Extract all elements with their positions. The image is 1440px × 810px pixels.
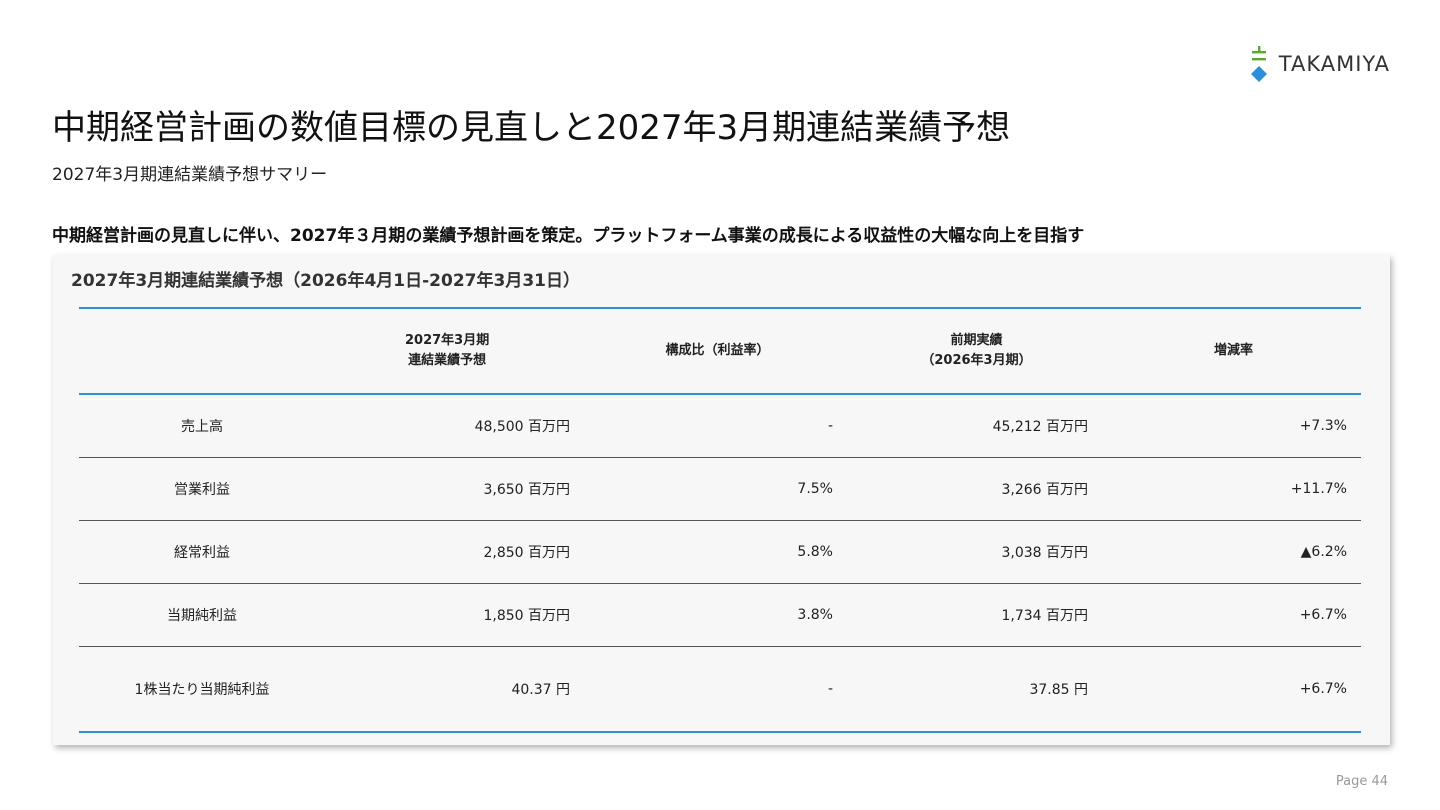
table-row: 売上高 48,500 百万円 - 45,212 百万円 +7.3%	[79, 394, 1361, 457]
header-forecast-line1: 2027年3月期	[405, 333, 490, 348]
header-ratio-label: 構成比（利益率）	[665, 343, 770, 358]
row-ratio: 7.5%	[797, 480, 833, 497]
row-label: 1株当たり当期純利益	[134, 681, 270, 698]
row-previous: 37.85 円	[1029, 681, 1088, 698]
row-ratio: -	[827, 417, 833, 434]
header-previous-line1: 前期実績	[950, 333, 1003, 348]
table-header-row: 2027年3月期 連結業績予想 構成比（利益率） 前期実績 （2026年3月期）…	[79, 308, 1361, 394]
header-label-column	[79, 308, 324, 394]
table-row: 営業利益 3,650 百万円 7.5% 3,266 百万円 +11.7%	[79, 457, 1361, 520]
header-change: 増減率	[1106, 308, 1361, 394]
row-forecast: 2,850 百万円	[483, 544, 570, 561]
lead-statement: 中期経営計画の見直しに伴い、2027年３月期の業績予想計画を策定。プラットフォー…	[52, 226, 1085, 246]
row-previous: 3,038 百万円	[1001, 544, 1088, 561]
row-change: ▲6.2%	[1300, 543, 1347, 560]
row-forecast: 48,500 百万円	[474, 418, 570, 435]
header-previous: 前期実績 （2026年3月期）	[847, 308, 1106, 394]
table-row: 経常利益 2,850 百万円 5.8% 3,038 百万円 ▲6.2%	[79, 520, 1361, 583]
page-subtitle: 2027年3月期連結業績予想サマリー	[52, 165, 328, 185]
row-ratio: 5.8%	[797, 543, 833, 560]
page-title: 中期経営計画の数値目標の見直しと2027年3月期連結業績予想	[52, 108, 1011, 148]
row-label: 売上高	[181, 418, 223, 435]
row-label: 当期純利益	[167, 607, 237, 624]
row-change: +6.7%	[1299, 680, 1347, 697]
header-previous-line2: （2026年3月期）	[921, 353, 1032, 368]
header-change-label: 増減率	[1213, 343, 1253, 358]
header-forecast: 2027年3月期 連結業績予想	[324, 308, 588, 394]
row-forecast: 1,850 百万円	[483, 607, 570, 624]
row-change: +6.7%	[1299, 606, 1347, 623]
logo-text: TAKAMIYA	[1278, 52, 1390, 76]
takamiya-logo-icon	[1250, 46, 1267, 82]
row-change: +11.7%	[1290, 480, 1347, 497]
row-previous: 3,266 百万円	[1001, 481, 1088, 498]
page-number: Page 44	[1335, 774, 1388, 789]
forecast-panel: 2027年3月期連結業績予想（2026年4月1日-2027年3月31日） 202…	[53, 255, 1390, 745]
row-previous: 45,212 百万円	[992, 418, 1088, 435]
header-forecast-line2: 連結業績予想	[408, 353, 487, 368]
company-logo: TAKAMIYA	[1249, 46, 1390, 82]
row-previous: 1,734 百万円	[1001, 607, 1088, 624]
row-label: 営業利益	[174, 481, 230, 498]
row-change: +7.3%	[1299, 417, 1347, 434]
row-ratio: 3.8%	[797, 606, 833, 623]
row-ratio: -	[827, 680, 833, 697]
table-row: 当期純利益 1,850 百万円 3.8% 1,734 百万円 +6.7%	[79, 583, 1361, 646]
row-forecast: 3,650 百万円	[483, 481, 570, 498]
header-ratio: 構成比（利益率）	[588, 308, 847, 394]
forecast-table: 2027年3月期 連結業績予想 構成比（利益率） 前期実績 （2026年3月期）…	[79, 307, 1361, 733]
panel-title: 2027年3月期連結業績予想（2026年4月1日-2027年3月31日）	[71, 271, 580, 291]
table-row: 1株当たり当期純利益 40.37 円 - 37.85 円 +6.7%	[79, 646, 1361, 732]
row-forecast: 40.37 円	[511, 681, 570, 698]
row-label: 経常利益	[174, 544, 230, 561]
